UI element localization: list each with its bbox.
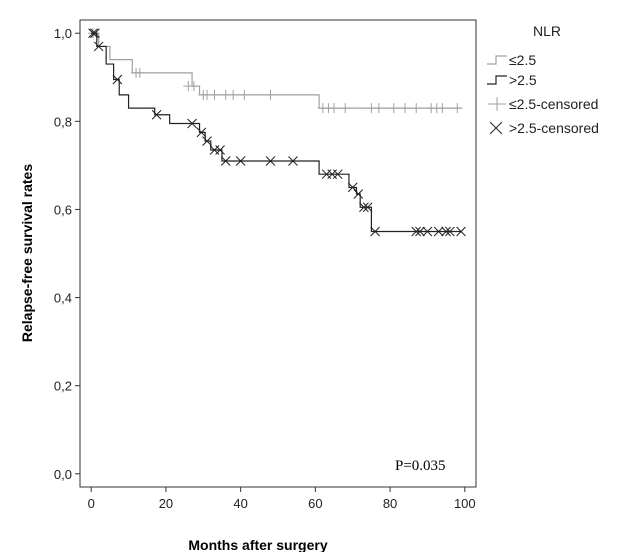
censor-cross-b <box>196 127 207 138</box>
y-tick-label: 0,4 <box>54 291 72 306</box>
legend-cross-b <box>489 121 503 135</box>
legend: NLR ≤2.5 >2.5 ≤2.5-censored >2.5-censored <box>487 23 599 136</box>
y-tick-label: 0,8 <box>54 114 72 129</box>
censor-cross-b <box>415 226 425 237</box>
censor-mark-nlr-high <box>441 226 451 237</box>
censor-mark-nlr-high <box>220 156 231 166</box>
censor-mark-nlr-high <box>444 226 455 237</box>
censor-mark-nlr-low <box>340 103 351 114</box>
censor-mark-nlr-high <box>151 109 162 120</box>
censor-mark-nlr-low <box>239 89 250 100</box>
legend-label: >2.5-censored <box>509 120 599 136</box>
legend-title: NLR <box>533 23 561 39</box>
y-tick-label: 1,0 <box>54 26 72 41</box>
censor-mark-nlr-high <box>288 156 298 166</box>
censor-mark-nlr-high <box>202 136 212 147</box>
censor-mark-nlr-high <box>88 28 98 39</box>
legend-label: >2.5 <box>509 72 537 88</box>
censor-cross-b <box>235 156 246 166</box>
censor-mark-nlr-high <box>370 226 380 237</box>
censor-mark-nlr-low <box>411 103 422 114</box>
censor-mark-nlr-high <box>353 189 364 199</box>
censor-cross-b <box>347 182 358 193</box>
x-tick-label: 60 <box>308 496 322 511</box>
censor-cross-b <box>90 28 100 39</box>
censor-mark-nlr-low <box>134 67 145 78</box>
censor-mark-nlr-low <box>388 103 399 114</box>
legend-line-nlr-low <box>487 55 507 65</box>
censor-mark-nlr-low <box>228 89 239 100</box>
censor-mark-nlr-high <box>362 202 373 213</box>
censor-mark-nlr-low <box>400 103 411 114</box>
censor-mark-nlr-low <box>452 103 463 114</box>
censor-mark-nlr-low <box>265 89 276 100</box>
censor-cross-b <box>288 156 298 166</box>
censor-cross-b <box>444 226 455 237</box>
censor-mark-nlr-low <box>373 103 384 114</box>
censor-cross-b <box>456 226 466 237</box>
censor-mark-nlr-low <box>437 103 448 114</box>
y-tick-label: 0,6 <box>54 202 72 217</box>
x-tick-label: 40 <box>233 496 247 511</box>
censor-mark-nlr-low <box>329 103 340 114</box>
plot-layer <box>88 28 466 237</box>
censor-mark-nlr-high <box>265 156 276 166</box>
censor-mark-nlr-high <box>215 145 225 155</box>
censor-mark-nlr-high <box>90 28 100 39</box>
censor-cross-b <box>88 28 98 39</box>
censor-mark-nlr-high <box>235 156 246 166</box>
censor-cross-b <box>220 156 231 166</box>
x-axis-title: Months after surgery <box>188 537 327 552</box>
y-axis-title: Relapse-free survival rates <box>19 164 35 342</box>
x-tick-label: 100 <box>454 496 476 511</box>
plot-frame <box>79 19 477 488</box>
censor-mark-nlr-low <box>188 81 199 92</box>
censor-mark-nlr-high <box>411 226 422 237</box>
censor-cross-b <box>93 41 104 52</box>
censor-cross-b <box>332 169 343 180</box>
censor-cross-b <box>151 109 162 120</box>
censor-cross-b <box>433 226 444 237</box>
axes-layer: 0 20 40 60 80 100 0,0 0,2 0,4 0,6 0,8 1,0 <box>54 19 477 511</box>
censor-mark-nlr-high <box>93 41 104 52</box>
y-tick-label: 0,2 <box>54 379 72 394</box>
censor-mark-nlr-high <box>332 169 343 180</box>
censor-cross-b <box>353 189 364 199</box>
legend-line-nlr-high <box>487 75 507 85</box>
censor-mark-nlr-high <box>347 182 358 193</box>
censor-cross-b <box>112 74 123 85</box>
censor-cross-b <box>441 226 451 237</box>
censor-mark-nlr-low <box>209 89 220 100</box>
legend-label: ≤2.5 <box>509 52 536 68</box>
censor-mark-nlr-high <box>456 226 466 237</box>
censor-cross-b <box>187 118 197 129</box>
censor-mark-nlr-high <box>422 226 433 237</box>
censor-mark-nlr-high <box>415 226 425 237</box>
x-tick-label: 80 <box>383 496 397 511</box>
censor-cross-b <box>202 136 212 147</box>
censor-cross-b <box>215 145 225 155</box>
censor-mark-nlr-high <box>433 226 444 237</box>
censor-cross-b <box>422 226 433 237</box>
p-value-annotation: P=0.035 <box>395 458 446 474</box>
x-tick-label: 20 <box>159 496 173 511</box>
censor-mark-nlr-high <box>112 74 123 85</box>
censor-cross-b <box>411 226 422 237</box>
legend-label: ≤2.5-censored <box>509 96 598 112</box>
censor-mark-nlr-high <box>187 118 197 129</box>
censor-mark-nlr-high <box>359 202 369 213</box>
censor-cross-b <box>265 156 276 166</box>
censor-cross-b <box>362 202 373 213</box>
censor-cross-b <box>370 226 380 237</box>
censor-cross-b <box>359 202 369 213</box>
censor-mark-nlr-high <box>196 127 207 138</box>
y-tick-label: 0,0 <box>54 467 72 482</box>
x-tick-label: 0 <box>88 496 95 511</box>
